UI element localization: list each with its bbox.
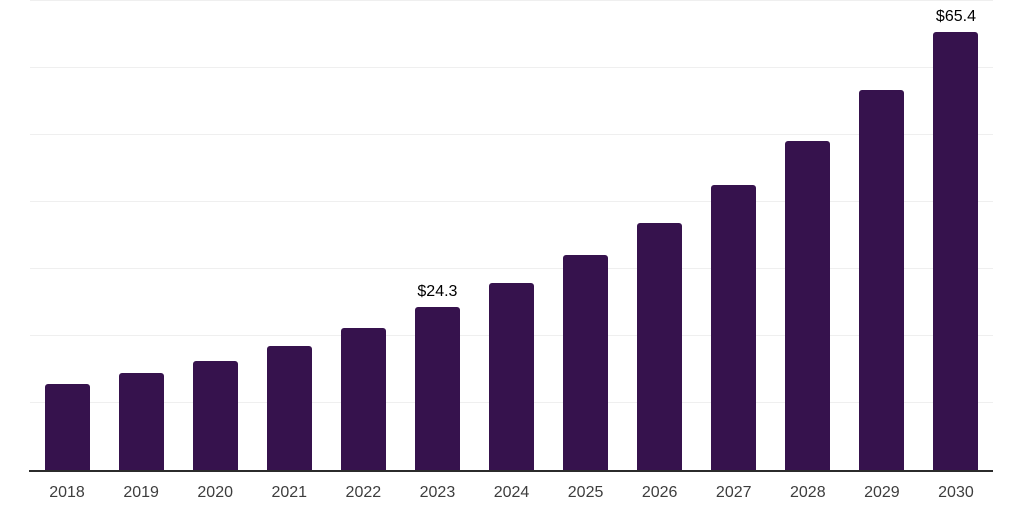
- tick-label-2020: 2020: [197, 484, 233, 501]
- value-label-2030: $65.4: [935, 7, 976, 25]
- bar-2018: [44, 384, 90, 470]
- tick-label-2018: 2018: [49, 484, 85, 501]
- gridline-50: [30, 134, 993, 135]
- tick-label-2025: 2025: [567, 484, 604, 501]
- tick-label-2022: 2022: [345, 484, 382, 501]
- gridline-40: [30, 201, 993, 202]
- bar-2029: [859, 90, 905, 470]
- gridline-60: [30, 67, 993, 68]
- bar-2026: [637, 222, 683, 470]
- bar-2030: [933, 31, 979, 470]
- tick-label-2024: 2024: [493, 484, 530, 501]
- bar-2021: [266, 346, 312, 470]
- gridline-70: [30, 0, 993, 1]
- tick-label-2023: 2023: [419, 484, 456, 501]
- tick-label-2030: 2030: [938, 484, 974, 501]
- bar-2023: [414, 307, 460, 470]
- bar-2022: [340, 327, 386, 470]
- tick-label-2026: 2026: [641, 484, 678, 501]
- plot-area: $24.3 $65.4: [29, 0, 993, 472]
- bar-2024: [489, 283, 534, 470]
- bar-2020: [192, 360, 238, 470]
- x-axis-line: [29, 470, 993, 472]
- tick-label-2019: 2019: [123, 484, 159, 501]
- tick-label-2029: 2029: [864, 484, 900, 501]
- value-label-2023: $24.3: [417, 283, 458, 301]
- bar-2027: [711, 185, 757, 470]
- tick-label-2028: 2028: [790, 484, 826, 501]
- x-axis-labels: 2018 2019 2020 2021 2022 2023 2024 2025 2026 2027…: [30, 483, 993, 507]
- tick-label-2027: 2027: [715, 484, 752, 501]
- bar-2028: [785, 141, 831, 470]
- bar-2025: [563, 254, 609, 470]
- gridline-30: [30, 268, 993, 269]
- tick-label-2021: 2021: [271, 484, 308, 501]
- bar-2019: [118, 372, 164, 470]
